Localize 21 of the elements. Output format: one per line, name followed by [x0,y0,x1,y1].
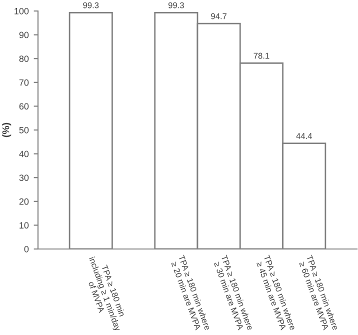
y-tick-label: 60 [19,103,29,110]
data-label: 94.7 [211,13,227,20]
y-tick-label: 0 [24,246,29,252]
y-tick-label: 100 [14,8,29,14]
y-tick-label: 30 [19,174,29,181]
y-tick-label: 80 [19,56,29,62]
y-tick-label: 90 [19,32,29,38]
x-tick-label: TPA ≥ 180 min where ≥ 30 min are MVPA [214,254,254,330]
data-label: 78.1 [254,52,270,59]
y-tick-label: 10 [20,222,29,229]
y-tick-label: 50 [19,126,29,134]
data-label: 44.4 [296,133,312,139]
y-tick-label: 40 [19,150,29,158]
x-tick-label: TPA ≥ 180 min where ≥ 20 min are MVPA [171,254,211,330]
x-tick-label: TPA ≥ 180 min where ≥ 45 min are MVPA [256,254,296,330]
data-label: 99.3 [168,2,184,8]
y-axis-title: (%) [2,122,12,138]
x-tick-label: TPA ≥ 180 min where ≥ 60 min are MVPA [299,254,339,330]
data-label: 99.3 [83,2,99,8]
y-tick-label: 70 [19,79,29,86]
y-tick-label: 20 [19,198,29,205]
